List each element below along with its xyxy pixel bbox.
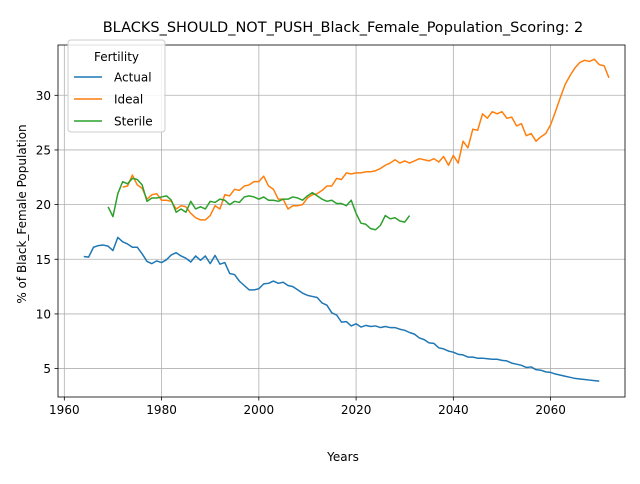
y-tick-label: 15: [36, 253, 51, 267]
plot-area-frame: [57, 44, 626, 398]
y-tick-label: 30: [36, 89, 51, 103]
series-line-ideal: [122, 58, 610, 221]
x-tick-label: 2060: [535, 403, 566, 417]
legend-title: Fertility: [94, 50, 139, 64]
x-tick-label: 2000: [244, 403, 275, 417]
y-tick-label: 25: [36, 143, 51, 157]
legend-box: [67, 39, 166, 133]
x-tick-label: 2040: [438, 403, 469, 417]
x-axis-label: Years: [326, 450, 359, 464]
x-tick-label: 1960: [49, 403, 80, 417]
x-axis-ticks: 1960 1980 2000 2020 2040 2060: [49, 397, 566, 417]
x-tick-label: 2020: [341, 403, 372, 417]
legend-label-sterile: Sterile: [114, 115, 153, 129]
x-tick-label: 1980: [146, 403, 177, 417]
y-tick-label: 5: [43, 362, 51, 376]
y-tick-label: 20: [36, 198, 51, 212]
legend: Fertility Actual Ideal Sterile: [67, 39, 166, 133]
y-tick-label: 10: [36, 307, 51, 321]
y-axis-label: % of Black_Female Population: [15, 124, 29, 303]
series-lines: [83, 58, 610, 382]
chart-title: BLACKS_SHOULD_NOT_PUSH_Black_Female_Popu…: [103, 20, 584, 36]
legend-entries: Actual Ideal Sterile: [74, 71, 153, 129]
legend-label-ideal: Ideal: [114, 93, 143, 107]
legend-label-actual: Actual: [114, 71, 152, 85]
grid: [58, 45, 625, 397]
y-axis-ticks: 5 10 15 20 25 30: [36, 89, 58, 376]
series-line-actual: [83, 236, 600, 382]
series-line-sterile: [107, 177, 411, 231]
